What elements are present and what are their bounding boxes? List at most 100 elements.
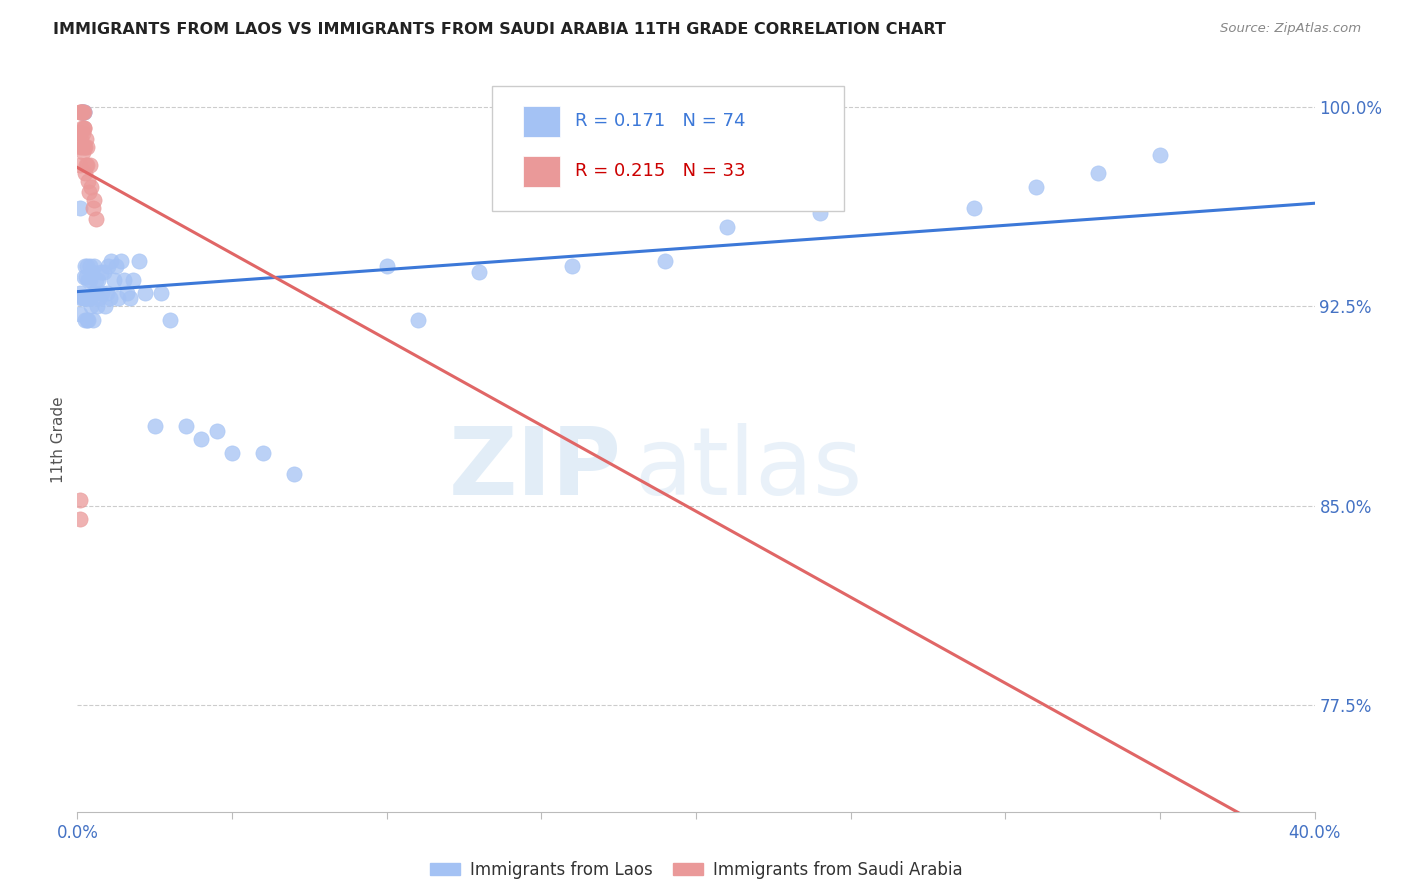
Point <box>75 270 97 285</box>
Point <box>69 307 91 321</box>
Point <box>375 260 398 274</box>
Text: R = 0.215   N = 33: R = 0.215 N = 33 <box>575 162 745 180</box>
Point <box>107 291 129 305</box>
Point <box>75 312 96 326</box>
Point <box>83 193 105 207</box>
Point <box>143 419 166 434</box>
Point <box>77 312 100 326</box>
Point <box>87 291 110 305</box>
Point <box>86 299 108 313</box>
Point <box>72 105 94 120</box>
FancyBboxPatch shape <box>523 155 560 186</box>
Point <box>75 166 96 180</box>
Point <box>79 273 101 287</box>
Text: R = 0.171   N = 74: R = 0.171 N = 74 <box>575 112 745 130</box>
Point <box>112 273 135 287</box>
Point <box>72 105 94 120</box>
Point <box>77 273 100 287</box>
Point <box>283 467 305 481</box>
Point <box>79 291 101 305</box>
Y-axis label: 11th Grade: 11th Grade <box>51 396 66 483</box>
Point <box>72 291 94 305</box>
Point <box>808 206 831 220</box>
Point <box>134 285 156 300</box>
Point <box>72 121 94 136</box>
Point <box>75 158 97 172</box>
Text: atlas: atlas <box>634 423 862 515</box>
Point <box>76 312 98 326</box>
Point <box>84 273 107 287</box>
Legend: Immigrants from Laos, Immigrants from Saudi Arabia: Immigrants from Laos, Immigrants from Sa… <box>423 854 969 886</box>
Point <box>128 254 150 268</box>
Point <box>105 260 127 274</box>
Point <box>90 265 111 279</box>
Point <box>69 158 91 172</box>
Point <box>1087 166 1109 180</box>
Point <box>70 105 93 120</box>
Point <box>77 174 100 188</box>
Point <box>1025 179 1047 194</box>
Point <box>70 139 93 153</box>
Point <box>80 299 103 313</box>
Point <box>76 158 98 172</box>
Point <box>205 425 228 439</box>
Point <box>69 127 91 141</box>
Point <box>93 265 115 279</box>
Text: ZIP: ZIP <box>449 423 621 515</box>
Point <box>468 265 491 279</box>
Point <box>221 445 243 459</box>
Point <box>70 291 93 305</box>
Point <box>83 260 105 274</box>
Point <box>87 273 110 287</box>
Text: IMMIGRANTS FROM LAOS VS IMMIGRANTS FROM SAUDI ARABIA 11TH GRADE CORRELATION CHAR: IMMIGRANTS FROM LAOS VS IMMIGRANTS FROM … <box>53 22 946 37</box>
Point <box>70 105 93 120</box>
Point <box>73 121 96 136</box>
Point <box>70 132 93 146</box>
Point <box>118 291 141 305</box>
Point <box>84 285 107 300</box>
Point <box>96 285 118 300</box>
Point <box>69 127 91 141</box>
Point <box>72 145 94 159</box>
Point <box>75 132 97 146</box>
Point <box>69 139 91 153</box>
Point <box>100 254 122 268</box>
Point <box>79 158 101 172</box>
Point <box>77 185 100 199</box>
Point <box>406 312 429 326</box>
Point <box>561 260 583 274</box>
Point <box>79 260 101 274</box>
Point <box>174 419 197 434</box>
Point <box>82 312 104 326</box>
Text: Source: ZipAtlas.com: Source: ZipAtlas.com <box>1220 22 1361 36</box>
Point <box>94 299 117 313</box>
Point <box>76 260 98 274</box>
Point <box>98 291 121 305</box>
Point <box>70 105 93 120</box>
Point <box>159 312 181 326</box>
Point <box>76 139 98 153</box>
Point <box>103 273 125 287</box>
Point <box>963 201 986 215</box>
Point <box>70 105 93 120</box>
Point <box>70 105 93 120</box>
Point <box>76 291 98 305</box>
Point <box>1149 147 1171 161</box>
FancyBboxPatch shape <box>523 105 560 136</box>
Point <box>69 512 91 526</box>
Point <box>73 105 96 120</box>
FancyBboxPatch shape <box>492 86 845 211</box>
Point <box>72 270 94 285</box>
Point <box>716 219 738 234</box>
Point <box>82 201 104 215</box>
Point <box>149 285 172 300</box>
Point <box>69 201 91 215</box>
Point <box>72 127 94 141</box>
Point <box>73 291 96 305</box>
Point <box>72 105 94 120</box>
Point <box>115 285 138 300</box>
Point <box>122 273 145 287</box>
Point <box>69 285 91 300</box>
Point <box>75 260 96 274</box>
Point <box>70 121 93 136</box>
